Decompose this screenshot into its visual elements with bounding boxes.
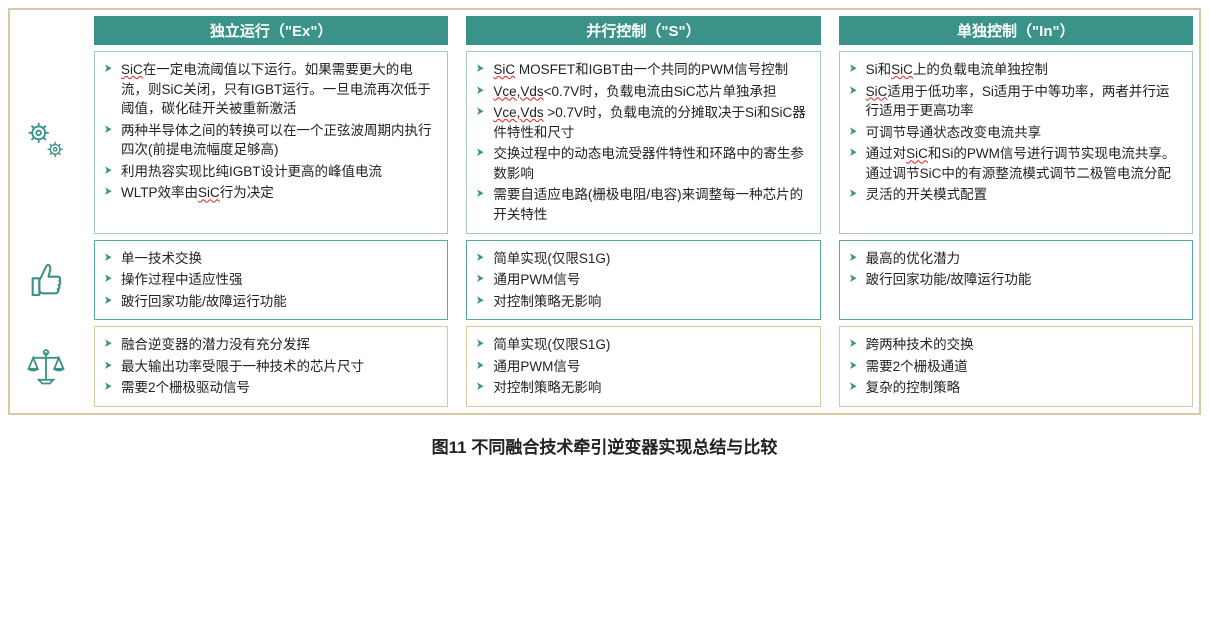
spellcheck-underline: SiC — [906, 146, 928, 161]
cell-r3c2: 简单实现(仅限S1G)通用PWM信号对控制策略无影响 — [466, 326, 820, 407]
spellcheck-underline: SiC — [866, 84, 888, 99]
list-item: 跨两种技术的交换 — [866, 335, 1182, 355]
list-item: SiC在一定电流阈值以下运行。如果需要更大的电流，则SiC关闭，只有IGBT运行… — [121, 60, 437, 119]
list-item: 通用PWM信号 — [493, 270, 809, 290]
list-item: 通过对SiC和Si的PWM信号进行调节实现电流共享。通过调节SiC中的有源整流模… — [866, 144, 1182, 183]
list-item: Vce,Vds<0.7V时，负载电流由SiC芯片单独承担 — [493, 82, 809, 102]
spellcheck-underline: SiC — [121, 62, 143, 77]
list-item: 灵活的开关模式配置 — [866, 185, 1182, 205]
figure-caption: 图11 不同融合技术牵引逆变器实现总结与比较 — [8, 433, 1201, 458]
list-item: 跛行回家功能/故障运行功能 — [121, 292, 437, 312]
cell-r1c3: Si和SiC上的负载电流单独控制SiC适用于低功率，Si适用于中等功率，两者并行… — [839, 51, 1193, 234]
spellcheck-underline: Vce,Vds — [493, 84, 543, 99]
list-item: 两种半导体之间的转换可以在一个正弦波周期内执行四次(前提电流幅度足够高) — [121, 121, 437, 160]
cell-r1c1: SiC在一定电流阈值以下运行。如果需要更大的电流，则SiC关闭，只有IGBT运行… — [94, 51, 448, 234]
gears-icon — [16, 51, 76, 234]
cell-r1c2: SiC MOSFET和IGBT由一个共同的PWM信号控制Vce,Vds<0.7V… — [466, 51, 820, 234]
cell-r2c3: 最高的优化潜力跛行回家功能/故障运行功能 — [839, 240, 1193, 321]
list-item: 最大输出功率受限于一种技术的芯片尺寸 — [121, 357, 437, 377]
list-item: 操作过程中适应性强 — [121, 270, 437, 290]
list-item: 需要自适应电路(栅极电阻/电容)来调整每一种芯片的开关特性 — [493, 185, 809, 224]
list-item: SiC适用于低功率，Si适用于中等功率，两者并行运行适用于更高功率 — [866, 82, 1182, 121]
list-item: WLTP效率由SiC行为决定 — [121, 183, 437, 203]
balance-scale-icon — [16, 326, 76, 407]
column-header-ex: 独立运行（"Ex"） — [94, 16, 448, 45]
list-item: 对控制策略无影响 — [493, 292, 809, 312]
list-item: 跛行回家功能/故障运行功能 — [866, 270, 1182, 290]
list-item: SiC MOSFET和IGBT由一个共同的PWM信号控制 — [493, 60, 809, 80]
list-item: 融合逆变器的潜力没有充分发挥 — [121, 335, 437, 355]
list-item: 对控制策略无影响 — [493, 378, 809, 398]
comparison-grid: 独立运行（"Ex"） 并行控制（"S"） 单独控制（"In"） — [16, 16, 1193, 407]
list-item: 需要2个栅极驱动信号 — [121, 378, 437, 398]
list-item: 简单实现(仅限S1G) — [493, 249, 809, 269]
cell-r2c1: 单一技术交换操作过程中适应性强跛行回家功能/故障运行功能 — [94, 240, 448, 321]
cell-r2c2: 简单实现(仅限S1G)通用PWM信号对控制策略无影响 — [466, 240, 820, 321]
list-item: 最高的优化潜力 — [866, 249, 1182, 269]
spellcheck-underline: SiC — [198, 185, 220, 200]
spellcheck-underline: SiC — [891, 62, 913, 77]
list-item: 简单实现(仅限S1G) — [493, 335, 809, 355]
spellcheck-underline: Vce,Vds — [493, 105, 543, 120]
list-item: 复杂的控制策略 — [866, 378, 1182, 398]
column-header-s: 并行控制（"S"） — [466, 16, 820, 45]
list-item: 需要2个栅极通道 — [866, 357, 1182, 377]
cell-r3c1: 融合逆变器的潜力没有充分发挥最大输出功率受限于一种技术的芯片尺寸需要2个栅极驱动… — [94, 326, 448, 407]
list-item: 通用PWM信号 — [493, 357, 809, 377]
thumbs-up-icon — [16, 240, 76, 321]
comparison-table-outer: 独立运行（"Ex"） 并行控制（"S"） 单独控制（"In"） — [8, 8, 1201, 415]
list-item: Vce,Vds >0.7V时，负载电流的分摊取决于Si和SiC器件特性和尺寸 — [493, 103, 809, 142]
list-item: 利用热容实现比纯IGBT设计更高的峰值电流 — [121, 162, 437, 182]
list-item: 单一技术交换 — [121, 249, 437, 269]
list-item: 交换过程中的动态电流受器件特性和环路中的寄生参数影响 — [493, 144, 809, 183]
list-item: Si和SiC上的负载电流单独控制 — [866, 60, 1182, 80]
cell-r3c3: 跨两种技术的交换需要2个栅极通道复杂的控制策略 — [839, 326, 1193, 407]
list-item: 可调节导通状态改变电流共享 — [866, 123, 1182, 143]
spellcheck-underline: SiC — [493, 62, 515, 77]
header-spacer — [16, 16, 76, 45]
column-header-in: 单独控制（"In"） — [839, 16, 1193, 45]
